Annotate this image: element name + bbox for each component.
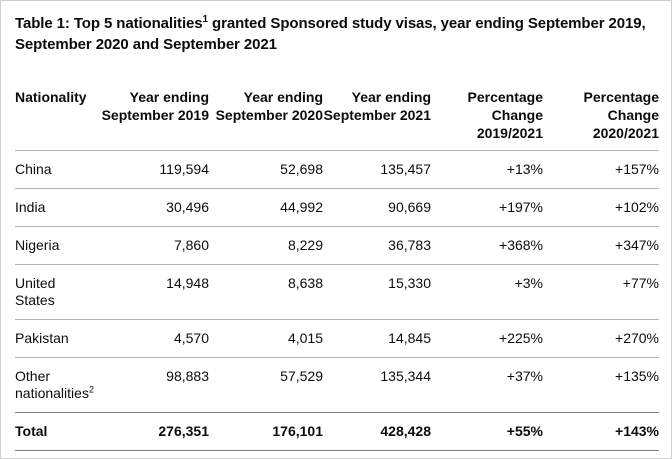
value-cell-ye2019: 119,594 (93, 150, 209, 189)
value-cell-ye2019: 98,883 (93, 357, 209, 413)
value-cell-ye2020: 8,638 (209, 264, 323, 320)
value-cell-ye2021: 15,330 (323, 264, 431, 320)
nationality-cell: China (15, 150, 93, 189)
value-cell-ye2020: 52,698 (209, 150, 323, 189)
column-header-pct-change-2020-2021: Percentage Change 2020/2021 (543, 88, 659, 151)
row-footnote-marker: 2 (88, 384, 94, 395)
column-header-year-ending-sep-2020: Year ending September 2020 (209, 88, 323, 151)
table-row-india: India 30,496 44,992 90,669 +197% +102% (15, 188, 659, 227)
total-cell-pct-2020-2021: +143% (543, 412, 659, 451)
nationality-cell: Pakistan (15, 319, 93, 358)
value-cell-ye2020: 44,992 (209, 188, 323, 227)
total-cell-ye2020: 176,101 (209, 412, 323, 451)
value-cell-ye2021: 135,457 (323, 150, 431, 189)
table-row-nigeria: Nigeria 7,860 8,229 36,783 +368% +347% (15, 226, 659, 265)
table-row-china: China 119,594 52,698 135,457 +13% +157% (15, 150, 659, 189)
value-cell-pct-2020-2021: +157% (543, 150, 659, 189)
visa-statistics-table: Nationality Year ending September 2019 Ye… (15, 88, 659, 451)
value-cell-pct-2020-2021: +77% (543, 264, 659, 320)
title-footnote-marker: 1 (202, 14, 209, 25)
nationality-cell: United States (15, 264, 93, 320)
value-cell-pct-2019-2021: +13% (431, 150, 543, 189)
total-label-cell: Total (15, 412, 93, 451)
value-cell-ye2020: 8,229 (209, 226, 323, 265)
value-cell-ye2019: 7,860 (93, 226, 209, 265)
value-cell-ye2019: 30,496 (93, 188, 209, 227)
value-cell-pct-2019-2021: +368% (431, 226, 543, 265)
value-cell-pct-2020-2021: +102% (543, 188, 659, 227)
value-cell-pct-2019-2021: +3% (431, 264, 543, 320)
column-header-pct-change-2019-2021: Percentage Change 2019/2021 (431, 88, 543, 151)
table-row-total: Total 276,351 176,101 428,428 +55% +143% (15, 412, 659, 451)
value-cell-pct-2020-2021: +270% (543, 319, 659, 358)
value-cell-ye2021: 90,669 (323, 188, 431, 227)
total-cell-ye2019: 276,351 (93, 412, 209, 451)
nationality-cell: Other nationalities2 (15, 357, 94, 413)
value-cell-pct-2019-2021: +225% (431, 319, 543, 358)
value-cell-ye2020: 4,015 (209, 319, 323, 358)
table-row-pakistan: Pakistan 4,570 4,015 14,845 +225% +270% (15, 319, 659, 358)
total-cell-pct-2019-2021: +55% (431, 412, 543, 451)
table-row-other-nationalities: Other nationalities2 98,883 57,529 135,3… (15, 357, 659, 413)
column-header-year-ending-sep-2021: Year ending September 2021 (323, 88, 431, 151)
header-row: Nationality Year ending September 2019 Ye… (15, 88, 659, 151)
table-title: Table 1: Top 5 nationalities1 granted Sp… (15, 13, 657, 55)
table-title-prefix: Table 1: Top 5 nationalities (15, 15, 203, 32)
value-cell-ye2019: 14,948 (93, 264, 209, 320)
column-header-year-ending-sep-2019: Year ending September 2019 (93, 88, 209, 151)
value-cell-ye2020: 57,529 (209, 357, 323, 413)
nationality-cell: Nigeria (15, 226, 93, 265)
value-cell-ye2021: 14,845 (323, 319, 431, 358)
value-cell-pct-2019-2021: +197% (431, 188, 543, 227)
total-cell-ye2021: 428,428 (323, 412, 431, 451)
value-cell-pct-2020-2021: +347% (543, 226, 659, 265)
value-cell-ye2021: 36,783 (323, 226, 431, 265)
nationality-cell: India (15, 188, 93, 227)
column-header-nationality: Nationality (15, 88, 93, 151)
table-title-suffix: granted Sponsored study visas, year endi… (15, 15, 646, 53)
value-cell-pct-2020-2021: +135% (543, 357, 659, 413)
value-cell-ye2021: 135,344 (323, 357, 431, 413)
value-cell-pct-2019-2021: +37% (431, 357, 543, 413)
table-row-united-states: United States 14,948 8,638 15,330 +3% +7… (15, 264, 659, 320)
value-cell-ye2019: 4,570 (93, 319, 209, 358)
